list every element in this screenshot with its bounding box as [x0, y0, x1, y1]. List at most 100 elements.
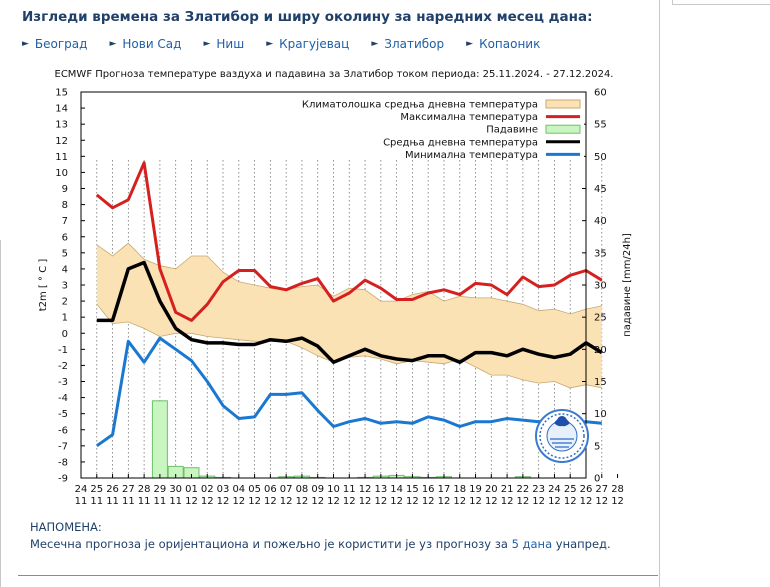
city-link-label: Копаоник	[479, 37, 541, 51]
arrow-right-icon: ►	[22, 39, 29, 49]
y-tick-label: 12	[55, 136, 68, 147]
x-tick-label-day: 03	[217, 484, 230, 495]
x-tick-label-month: 11	[122, 496, 135, 504]
axes: 2411251126112711281129113011011202120312…	[38, 88, 633, 508]
x-tick-label-day: 06	[264, 484, 277, 495]
city-link-label: Нови Сад	[122, 37, 182, 51]
x-tick-label-day: 28	[611, 484, 624, 495]
x-tick-label-month: 12	[185, 496, 198, 504]
city-link-kopaonik[interactable]: ► Копаоник	[466, 37, 540, 51]
legend-swatch-precipitation	[545, 124, 581, 134]
y-tick-label: -9	[58, 474, 68, 485]
x-tick-label-day: 28	[138, 484, 151, 495]
forecast-chart: ECMWF Прогноза температуре ваздуха и пад…	[0, 64, 659, 508]
y-axis-label: t2m [ ° C ]	[38, 259, 49, 312]
x-tick-label-day: 20	[485, 484, 498, 495]
x-tick-label-month: 12	[232, 496, 245, 504]
city-link-beograd[interactable]: ► Београд	[22, 37, 87, 51]
y-tick-label: 3	[62, 281, 68, 292]
legend: Климатолошка средња дневна температураМа…	[290, 94, 584, 161]
y-tick-label: -4	[58, 393, 68, 404]
city-link-nis[interactable]: ► Ниш	[203, 37, 244, 51]
y2-tick-label: 20	[594, 345, 607, 356]
note-heading: НАПОМЕНА:	[30, 520, 102, 534]
x-tick-label-day: 27	[122, 484, 135, 495]
y2-tick-label: 60	[594, 88, 607, 99]
legend-label: Средња дневна температура	[383, 137, 538, 148]
x-tick-label-day: 23	[532, 484, 545, 495]
note-section: НАПОМЕНА: Месечна прогноза је оријентаци…	[30, 520, 611, 551]
legend-label: Минимална температура	[405, 150, 538, 161]
x-tick-label-month: 11	[154, 496, 167, 504]
x-tick-label-month: 12	[327, 496, 340, 504]
city-link-novi-sad[interactable]: ► Нови Сад	[109, 37, 181, 51]
x-tick-label-month: 12	[564, 496, 577, 504]
x-tick-label-day: 19	[469, 484, 482, 495]
climatology-band-upper-edge	[96, 242, 602, 315]
min-temperature-line	[95, 336, 602, 448]
x-tick-label-month: 12	[390, 496, 403, 504]
y-tick-label: 10	[55, 168, 68, 179]
y2-tick-label: 35	[594, 248, 607, 259]
x-tick-label-month: 12	[595, 496, 608, 504]
x-tick-label-month: 12	[248, 496, 261, 504]
page-title: Изгледи времена за Златибор и ширу околи…	[22, 9, 593, 25]
x-tick-label-month: 12	[580, 496, 593, 504]
x-tick-label-day: 14	[390, 484, 403, 495]
y-tick-label: -8	[58, 457, 68, 468]
city-link-label: Крагујевац	[279, 37, 350, 51]
x-tick-label-month: 12	[280, 496, 293, 504]
city-link-label: Златибор	[384, 37, 445, 51]
y-tick-label: 5	[62, 248, 68, 259]
temperature-lines	[95, 161, 603, 448]
x-tick-label-day: 18	[453, 484, 466, 495]
y-tick-label: 2	[62, 297, 68, 308]
arrow-right-icon: ►	[466, 39, 474, 49]
y-tick-label: -1	[58, 345, 68, 356]
x-tick-label-month: 12	[438, 496, 451, 504]
city-nav: ► Београд ► Нови Сад ► Ниш ► Крагујевац ► Зла…	[22, 37, 562, 51]
x-tick-label-day: 26	[580, 484, 593, 495]
note-text-before: Месечна прогноза је оријентациона и поже…	[30, 537, 512, 551]
city-link-kragujevac[interactable]: ► Крагујевац	[266, 37, 349, 51]
y-tick-label: 0	[62, 329, 68, 340]
y2-tick-label: 15	[594, 377, 607, 388]
x-tick-label-day: 02	[201, 484, 214, 495]
rhmz-logo	[535, 409, 589, 463]
y2-axis-label: падавине [mm/24h]	[622, 233, 633, 337]
x-tick-label-month: 12	[469, 496, 482, 504]
y-tick-label: 8	[62, 200, 68, 211]
x-tick-label-day: 01	[185, 484, 198, 495]
city-link-zlatibor[interactable]: ► Златибор	[371, 37, 444, 51]
x-tick-label-day: 24	[75, 484, 88, 495]
x-tick-label-month: 11	[169, 496, 182, 504]
x-tick-label-month: 11	[90, 496, 103, 504]
arrow-right-icon: ►	[109, 39, 117, 49]
x-tick-label-day: 11	[343, 484, 356, 495]
y-tick-label: 13	[55, 120, 68, 131]
y-tick-label: -5	[58, 409, 68, 420]
y2-tick-label: 50	[594, 152, 607, 163]
y2-tick-label: 5	[594, 441, 600, 452]
five-day-forecast-link[interactable]: 5 дана	[511, 537, 553, 551]
y-tick-label: 14	[55, 104, 68, 115]
x-tick-label-month: 12	[343, 496, 356, 504]
y-tick-label: 15	[55, 88, 68, 99]
note-text-after: унапред.	[552, 537, 611, 551]
mean-temperature-line	[96, 260, 603, 364]
x-tick-label-day: 27	[595, 484, 608, 495]
x-tick-label-day: 08	[296, 484, 309, 495]
x-tick-label-day: 04	[232, 484, 245, 495]
page-right-rule	[659, 0, 660, 587]
city-link-label: Београд	[34, 37, 88, 51]
x-tick-label-month: 11	[75, 496, 88, 504]
y2-tick-label: 0	[594, 474, 600, 485]
arrow-right-icon: ►	[266, 39, 274, 49]
x-tick-label-month: 12	[485, 496, 498, 504]
x-tick-label-day: 15	[406, 484, 419, 495]
x-tick-label-day: 16	[422, 484, 435, 495]
x-tick-label-month: 12	[201, 496, 214, 504]
x-tick-label-month: 12	[296, 496, 309, 504]
x-tick-label-day: 25	[90, 484, 103, 495]
x-tick-label-day: 22	[517, 484, 530, 495]
